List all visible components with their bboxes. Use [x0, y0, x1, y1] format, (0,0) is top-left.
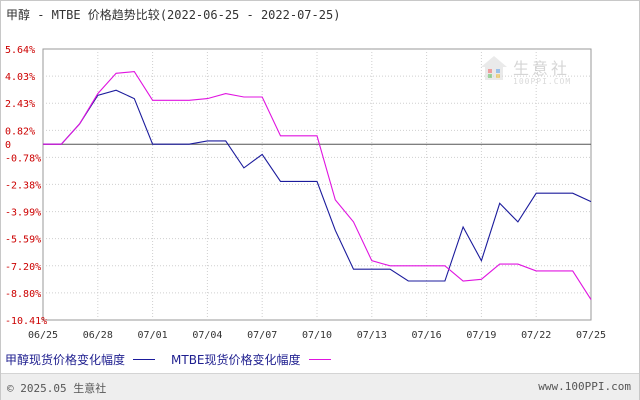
- x-tick-label: 07/04: [192, 330, 222, 341]
- x-tick-label: 07/22: [521, 330, 551, 341]
- x-tick-label: 07/10: [302, 330, 332, 341]
- x-tick-label: 07/07: [247, 330, 277, 341]
- watermark-name: 生意社: [513, 59, 571, 78]
- y-tick-label: -2.38%: [5, 180, 41, 191]
- y-tick-label: -8.80%: [5, 289, 41, 300]
- y-tick-label: -0.78%: [5, 153, 41, 164]
- watermark-logo: 生意社 100PPI.COM: [479, 53, 579, 97]
- x-tick-label: 07/01: [138, 330, 168, 341]
- x-tick-label: 07/13: [357, 330, 387, 341]
- line-chart: 5.64% 4.03% 2.43% 0.82% 0 -0.78% -2.38% -3.99% -…: [5, 45, 606, 341]
- x-tick-label: 06/28: [83, 330, 113, 341]
- chart-title: 甲醇 - MTBE 价格趋势比较(2022-06-25 - 2022-07-25…: [6, 6, 340, 23]
- y-tick-label: 0: [5, 140, 11, 151]
- y-tick-label: 4.03%: [5, 72, 35, 83]
- legend-label-mtbe: MTBE现货价格变化幅度: [171, 353, 301, 367]
- watermark-url: 100PPI.COM: [513, 77, 572, 86]
- series-line-methanol: [43, 89, 592, 282]
- x-tick-label: 07/16: [412, 330, 442, 341]
- chart-legend: 甲醇现货价格变化幅度 MTBE现货价格变化幅度: [5, 351, 341, 368]
- y-tick-label: 0.82%: [5, 126, 35, 137]
- legend-swatch-methanol: [133, 359, 156, 360]
- legend-label-methanol: 甲醇现货价格变化幅度: [5, 353, 126, 367]
- house-logo-icon: [481, 56, 507, 80]
- y-tick-label: 2.43%: [5, 99, 35, 110]
- y-tick-label: -10.41%: [5, 316, 47, 327]
- x-tick-label: 07/25: [576, 330, 606, 341]
- x-tick-label: 07/19: [466, 330, 496, 341]
- y-tick-label: -3.99%: [5, 208, 41, 219]
- chart-title-text: 甲醇 - MTBE 价格趋势比较: [6, 8, 160, 22]
- legend-swatch-mtbe: [308, 359, 331, 360]
- y-tick-label: -7.20%: [5, 262, 41, 273]
- x-tick-label: 06/25: [28, 330, 58, 341]
- series-line-mtbe: [43, 71, 592, 300]
- footer-site-link[interactable]: www.100PPI.com: [538, 380, 631, 393]
- footer-bar: © 2025.05 生意社 www.100PPI.com: [1, 373, 639, 400]
- chart-title-range: (2022-06-25 - 2022-07-25): [159, 8, 341, 22]
- y-tick-label: -5.59%: [5, 235, 41, 246]
- footer-copyright: © 2025.05 生意社: [7, 382, 107, 395]
- y-tick-label: 5.64%: [5, 45, 35, 56]
